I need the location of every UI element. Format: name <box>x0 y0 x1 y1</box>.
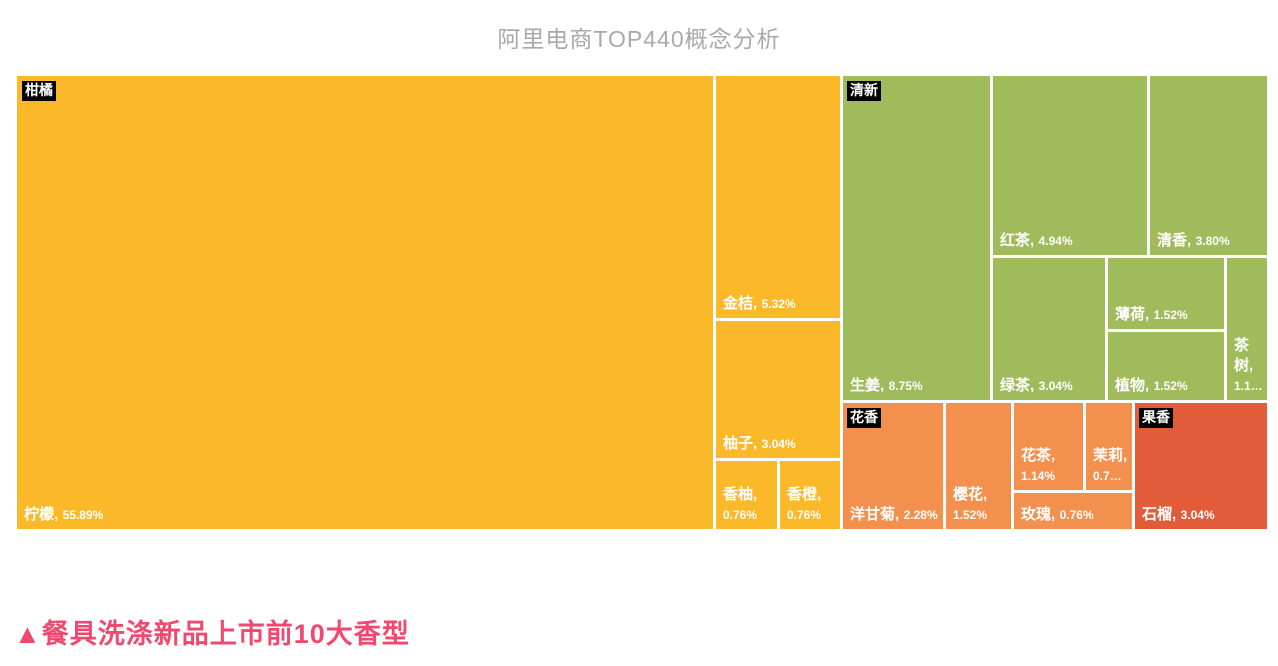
cell-name: 茶树, <box>1234 337 1254 374</box>
cell-label: 香橙, 0.76% <box>780 483 840 529</box>
treemap-cell-柑橘-金桔[interactable]: 金桔, 5.32% <box>716 76 840 318</box>
cell-value: 8.75% <box>888 379 923 393</box>
chart-caption: ▲餐具洗涤新品上市前10大香型 <box>14 619 410 649</box>
cell-value: 1.52% <box>1153 308 1188 322</box>
cell-value: 1.1… <box>1234 379 1263 393</box>
cell-name: 洋甘菊, <box>850 506 900 523</box>
cell-label: 薄荷, 1.52% <box>1108 303 1190 329</box>
cell-label: 金桔, 5.32% <box>716 292 798 318</box>
cell-label: 玫瑰, 0.76% <box>1014 503 1096 529</box>
treemap-cell-花香-樱花[interactable]: 樱花, 1.52% <box>946 403 1011 529</box>
treemap-cell-清新-植物[interactable]: 植物, 1.52% <box>1108 332 1224 400</box>
cell-label: 茉莉, 0.7… <box>1086 444 1132 490</box>
cell-value: 1.14% <box>1021 469 1056 483</box>
cell-label: 绿茶, 3.04% <box>993 374 1075 400</box>
treemap-cell-花香-茉莉[interactable]: 茉莉, 0.7… <box>1086 403 1132 490</box>
cell-name: 生姜, <box>850 377 885 394</box>
treemap-cell-清新-薄荷[interactable]: 薄荷, 1.52% <box>1108 258 1224 329</box>
cell-label: 石榴, 3.04% <box>1135 503 1217 529</box>
treemap-group-label-果香: 果香 <box>1139 408 1173 428</box>
cell-value: 1.52% <box>1153 379 1188 393</box>
cell-name: 薄荷, <box>1115 306 1150 323</box>
treemap-cell-花香-花茶[interactable]: 花茶, 1.14% <box>1014 403 1083 490</box>
cell-value: 3.04% <box>1180 508 1215 522</box>
cell-name: 红茶, <box>1000 232 1035 249</box>
cell-label: 柚子, 3.04% <box>716 432 798 458</box>
cell-value: 1.52% <box>953 508 988 522</box>
cell-label: 柠檬, 55.89% <box>17 503 105 529</box>
treemap-cell-清新-红茶[interactable]: 红茶, 4.94% <box>993 76 1147 255</box>
treemap-cell-花香-玫瑰[interactable]: 玫瑰, 0.76% <box>1014 493 1132 529</box>
cell-name: 花茶, <box>1021 447 1056 464</box>
cell-value: 4.94% <box>1038 234 1073 248</box>
cell-name: 柠檬, <box>24 506 59 523</box>
treemap-cell-柑橘-香橙[interactable]: 香橙, 0.76% <box>780 461 840 529</box>
cell-value: 0.76% <box>723 508 758 522</box>
cell-name: 茉莉, <box>1093 447 1128 464</box>
cell-name: 金桔, <box>723 295 758 312</box>
treemap-cell-清新-生姜[interactable]: 生姜, 8.75% <box>843 76 990 400</box>
cell-value: 0.7… <box>1093 469 1122 483</box>
cell-value: 0.76% <box>787 508 822 522</box>
cell-name: 清香, <box>1157 232 1192 249</box>
cell-value: 3.04% <box>1038 379 1073 393</box>
cell-name: 植物, <box>1115 377 1150 394</box>
cell-label: 樱花, 1.52% <box>946 483 1011 529</box>
treemap-cell-柑橘-柠檬[interactable]: 柠檬, 55.89% <box>17 76 713 529</box>
treemap-group-label-清新: 清新 <box>847 81 881 101</box>
chart-title: 阿里电商TOP440概念分析 <box>497 26 781 52</box>
treemap-cell-果香-石榴[interactable]: 石榴, 3.04% <box>1135 403 1267 529</box>
cell-name: 香橙, <box>787 486 822 503</box>
cell-label: 香柚, 0.76% <box>716 483 777 529</box>
treemap-cell-柑橘-柚子[interactable]: 柚子, 3.04% <box>716 321 840 458</box>
cell-label: 茶树, 1.1… <box>1227 334 1267 400</box>
treemap-cell-清新-绿茶[interactable]: 绿茶, 3.04% <box>993 258 1105 400</box>
cell-name: 玫瑰, <box>1021 506 1056 523</box>
cell-value: 3.04% <box>761 437 796 451</box>
treemap-group-label-柑橘: 柑橘 <box>22 81 56 101</box>
cell-value: 2.28% <box>903 508 938 522</box>
cell-name: 石榴, <box>1142 506 1177 523</box>
cell-value: 0.76% <box>1059 508 1094 522</box>
treemap-group-label-花香: 花香 <box>847 408 881 428</box>
cell-name: 柚子, <box>723 435 758 452</box>
cell-name: 绿茶, <box>1000 377 1035 394</box>
cell-name: 香柚, <box>723 486 758 503</box>
cell-label: 植物, 1.52% <box>1108 374 1190 400</box>
treemap-cell-柑橘-香柚[interactable]: 香柚, 0.76% <box>716 461 777 529</box>
cell-value: 3.80% <box>1195 234 1230 248</box>
cell-label: 清香, 3.80% <box>1150 229 1232 255</box>
cell-label: 洋甘菊, 2.28% <box>843 503 940 529</box>
cell-label: 花茶, 1.14% <box>1014 444 1083 490</box>
cell-value: 5.32% <box>761 297 796 311</box>
cell-name: 樱花, <box>953 486 988 503</box>
cell-value: 55.89% <box>62 508 104 522</box>
treemap-cell-清新-茶树[interactable]: 茶树, 1.1… <box>1227 258 1267 400</box>
cell-label: 生姜, 8.75% <box>843 374 925 400</box>
cell-label: 红茶, 4.94% <box>993 229 1075 255</box>
treemap-cell-清新-清香[interactable]: 清香, 3.80% <box>1150 76 1267 255</box>
